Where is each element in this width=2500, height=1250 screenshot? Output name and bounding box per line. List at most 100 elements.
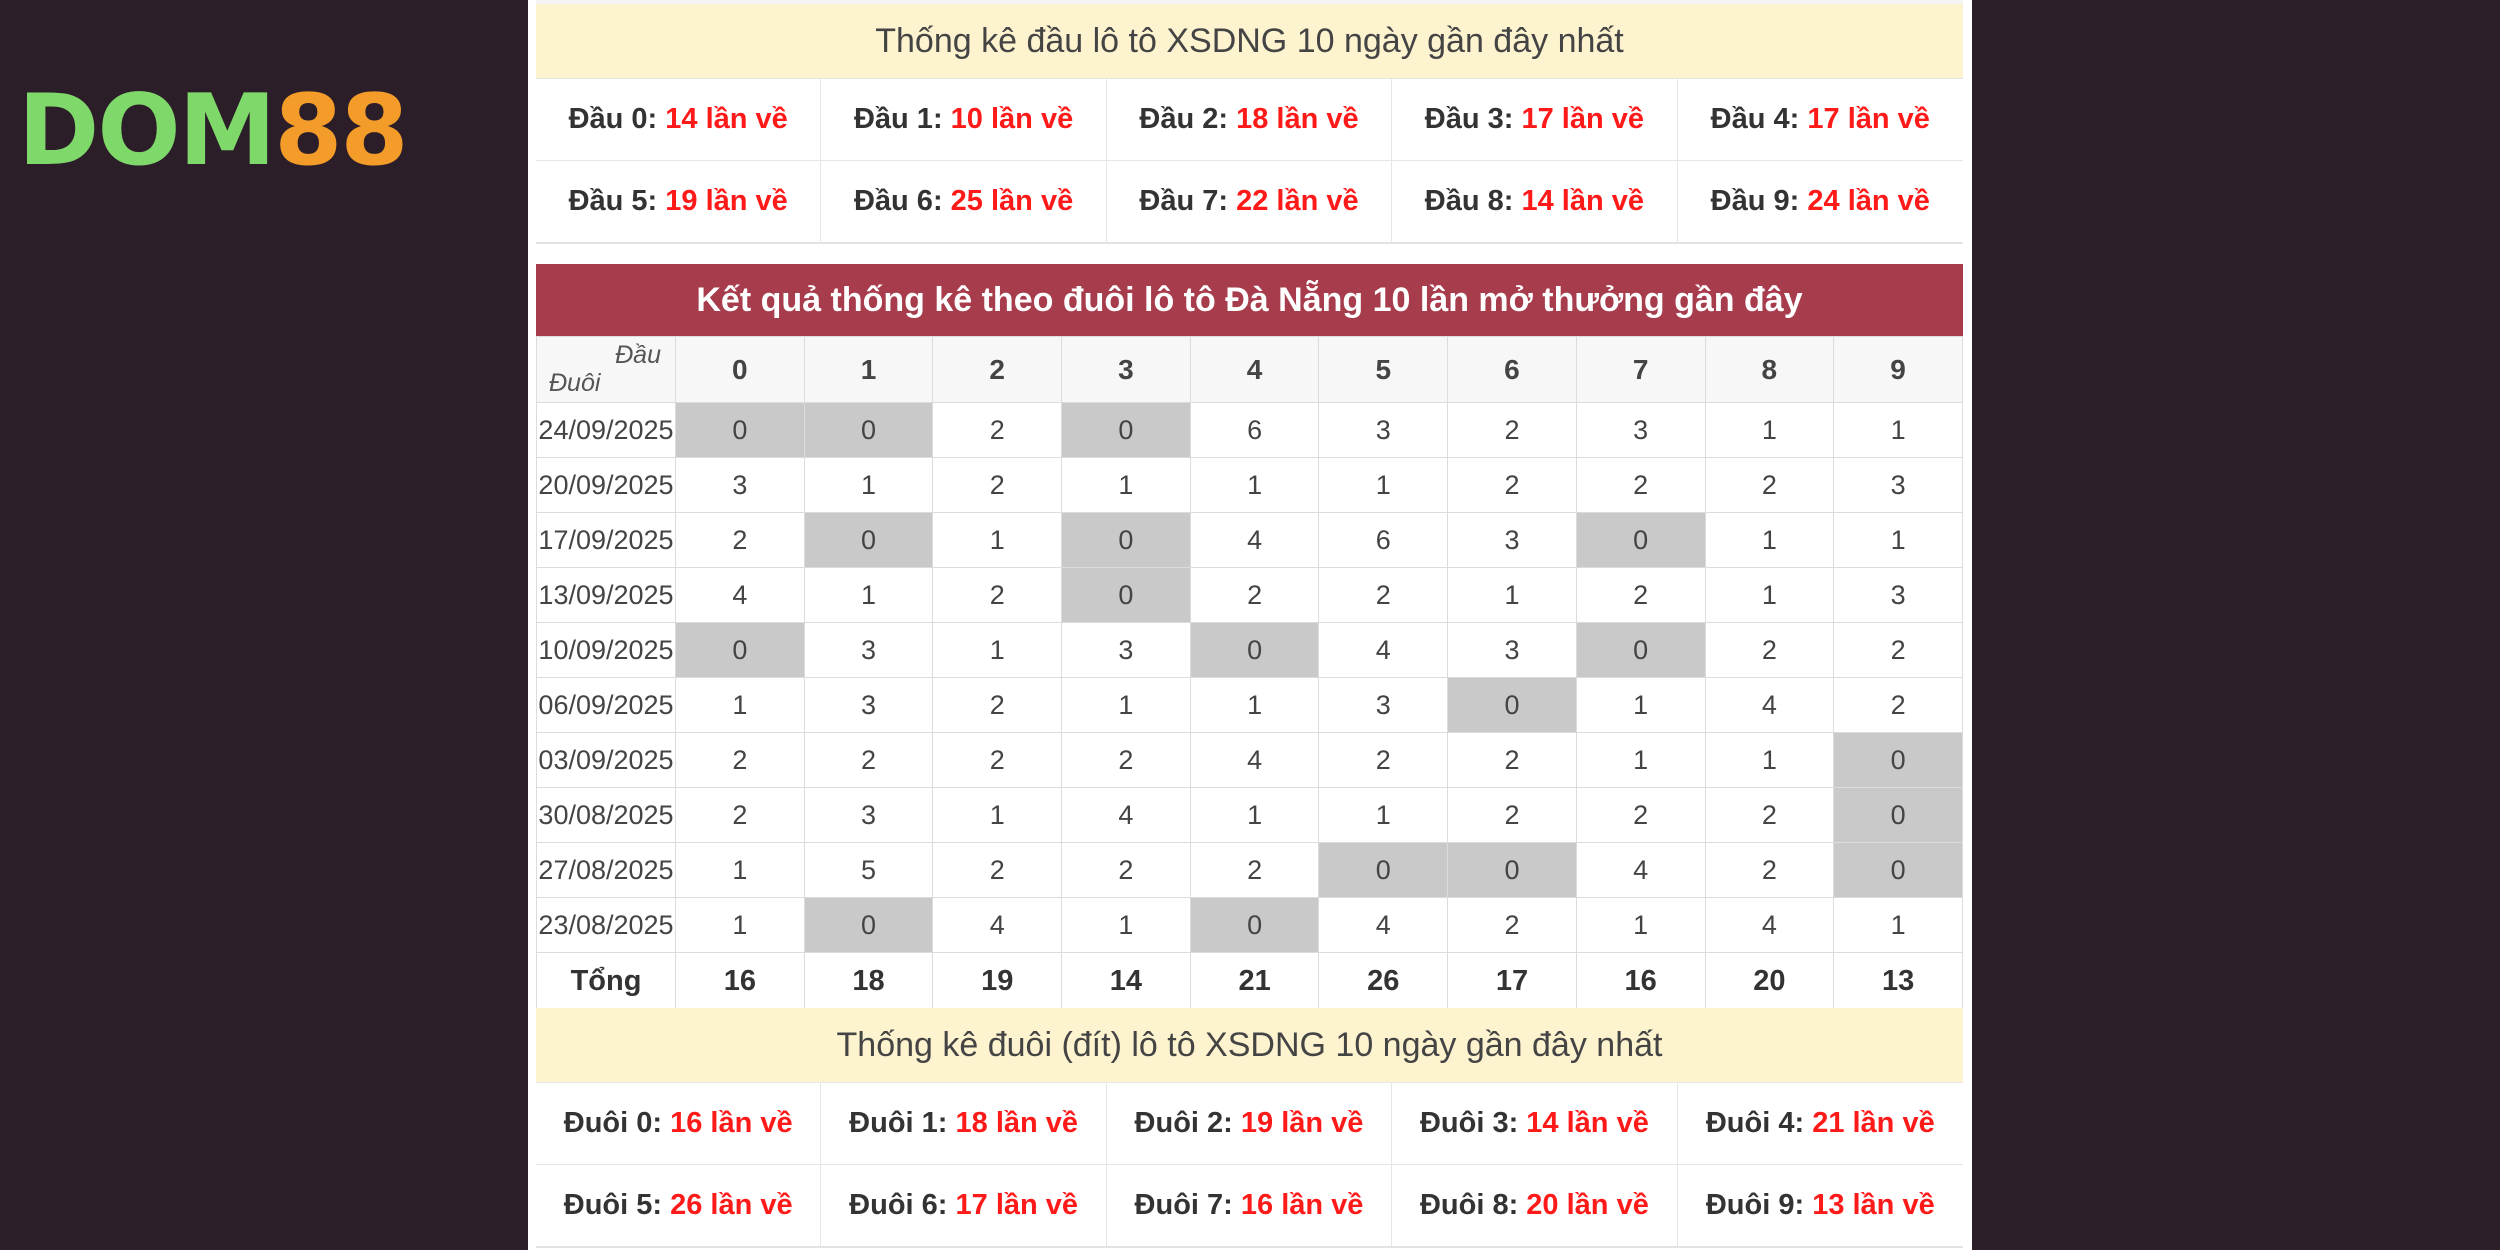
column-header: 4 (1189, 336, 1320, 403)
table-row: 27/08/2025 1 5 2 2 2 0 0 4 2 0 (536, 842, 1963, 898)
stat-value: 19 lần về (665, 185, 788, 217)
stat-value: 24 lần về (1807, 185, 1930, 217)
stat-value: 16 lần về (1240, 1189, 1364, 1221)
stat-value: 19 lần về (1240, 1107, 1364, 1139)
table-row: 13/09/2025 4 1 2 0 2 2 1 2 1 3 (536, 567, 1963, 623)
table-row: 20/09/2025 3 1 2 1 1 1 2 2 2 3 (536, 457, 1963, 513)
stat-label: Đuôi 3: (1419, 1107, 1519, 1139)
row-date: 10/09/2025 (536, 622, 676, 678)
table-cell: 2 (803, 732, 934, 788)
row-date: 13/09/2025 (536, 567, 676, 623)
stat-value: 17 lần về (1521, 103, 1644, 135)
table-cell: 0 (1833, 842, 1963, 898)
table-cell: 1 (803, 567, 934, 623)
stat-label: Đuôi 5: (563, 1189, 663, 1221)
stat-cell: Đuôi 3: 14 lần về (1392, 1082, 1678, 1164)
table-cell: 2 (1189, 842, 1320, 898)
table-cell: 1 (803, 457, 934, 513)
table-cell: 2 (1061, 732, 1191, 788)
table-cell: 0 (1061, 402, 1191, 458)
total-cell: 16 (1575, 952, 1706, 1010)
tail-stats-grid: Đuôi 0: 16 lần về Đuôi 1: 18 lần về Đuôi 2… (536, 1082, 1963, 1248)
stat-value: 10 lần về (950, 103, 1074, 135)
stat-cell: Đầu 1: 10 lần về (821, 78, 1107, 160)
table-cell: 2 (1704, 622, 1835, 678)
stat-value: 17 lần về (1807, 103, 1930, 135)
table-cell: 0 (1575, 622, 1706, 678)
total-cell: 13 (1833, 952, 1963, 1010)
table-cell: 0 (1318, 842, 1449, 898)
stat-cell: Đuôi 0: 16 lần về (536, 1082, 822, 1164)
column-header: 8 (1704, 336, 1835, 403)
stat-label: Đuôi 6: (849, 1189, 948, 1221)
row-date: 24/09/2025 (536, 402, 676, 458)
stat-value: 14 lần về (1526, 1107, 1649, 1139)
stat-cell: Đầu 6: 25 lần về (821, 160, 1107, 242)
table-cell: 1 (675, 677, 805, 733)
logo-text-88: 88 (274, 74, 408, 188)
table-cell: 2 (1833, 622, 1963, 678)
corner-label-dau: Đầu (615, 341, 661, 369)
row-date: 30/08/2025 (536, 787, 676, 843)
tail-stats-title: Thống kê đuôi (đít) lô tô XSDNG 10 ngày … (536, 1008, 1963, 1082)
stat-value: 16 lần về (670, 1107, 793, 1139)
table-cell: 3 (1318, 402, 1449, 458)
total-row: Tổng 16 18 19 14 21 26 17 16 20 13 (536, 952, 1963, 1010)
table-cell: 4 (1189, 512, 1320, 568)
total-cell: 18 (803, 952, 934, 1010)
stat-value: 14 lần về (665, 103, 788, 135)
stat-value: 18 lần về (1236, 103, 1359, 135)
table-cell: 2 (1575, 457, 1706, 513)
column-header: 7 (1575, 336, 1706, 403)
table-cell: 3 (1061, 622, 1191, 678)
table-row: 30/08/2025 2 3 1 4 1 1 2 2 2 0 (536, 787, 1963, 843)
table-cell: 2 (1061, 842, 1191, 898)
table-row: 10/09/2025 0 3 1 3 0 4 3 0 2 2 (536, 622, 1963, 678)
table-cell: 2 (932, 567, 1063, 623)
table-cell: 1 (1833, 402, 1963, 458)
stat-cell: Đuôi 7: 16 lần về (1106, 1164, 1393, 1246)
stat-label: Đầu 8: (1424, 185, 1514, 217)
table-cell: 2 (1447, 732, 1577, 788)
total-cell: 16 (675, 952, 805, 1010)
table-cell: 1 (1189, 787, 1320, 843)
table-cell: 4 (1189, 732, 1320, 788)
table-cell: 3 (1447, 512, 1577, 568)
table-cell: 1 (1447, 567, 1577, 623)
table-cell: 1 (1704, 402, 1835, 458)
stat-value: 13 lần về (1812, 1189, 1935, 1221)
table-cell: 1 (1061, 677, 1191, 733)
row-date: 17/09/2025 (536, 512, 676, 568)
stat-cell: Đuôi 2: 19 lần về (1106, 1082, 1393, 1164)
table-cell: 2 (1704, 787, 1835, 843)
stat-value: 20 lần về (1526, 1189, 1649, 1221)
table-cell: 1 (1575, 677, 1706, 733)
dom88-logo[interactable]: DOM88 (18, 82, 409, 180)
stat-cell: Đuôi 1: 18 lần về (821, 1082, 1107, 1164)
total-cell: 21 (1189, 952, 1320, 1010)
table-cell: 1 (1575, 732, 1706, 788)
table-cell: 4 (1061, 787, 1191, 843)
table-cell: 1 (675, 842, 805, 898)
stat-cell: Đầu 2: 18 lần về (1106, 78, 1393, 160)
table-cell: 3 (1833, 567, 1963, 623)
table-cell: 1 (1318, 787, 1449, 843)
row-date: 03/09/2025 (536, 732, 676, 788)
table-cell: 0 (803, 897, 934, 953)
column-header: 6 (1447, 336, 1577, 403)
stat-label: Đuôi 9: (1705, 1189, 1805, 1221)
column-header: 5 (1318, 336, 1449, 403)
table-cell: 0 (675, 622, 805, 678)
table-cell: 2 (932, 402, 1063, 458)
table-cell: 3 (675, 457, 805, 513)
table-cell: 3 (1318, 677, 1449, 733)
stat-label: Đuôi 2: (1134, 1107, 1233, 1139)
table-cell: 0 (675, 402, 805, 458)
table-cell: 0 (1061, 512, 1191, 568)
table-cell: 2 (1704, 457, 1835, 513)
stat-value: 21 lần về (1812, 1107, 1935, 1139)
table-title: Kết quả thống kê theo đuôi lô tô Đà Nẵng… (536, 264, 1963, 336)
table-row: 03/09/2025 2 2 2 2 4 2 2 1 1 0 (536, 732, 1963, 788)
stat-label: Đầu 2: (1139, 103, 1229, 135)
